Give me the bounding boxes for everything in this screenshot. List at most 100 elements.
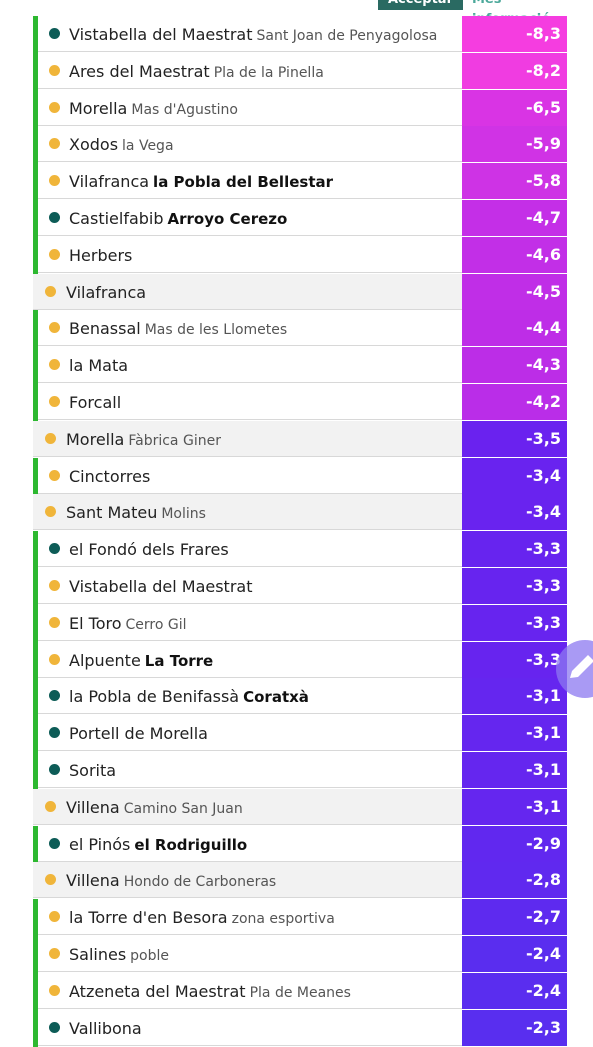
- station-name: Portell de Morella: [69, 724, 208, 744]
- temperature: -3,3: [462, 531, 567, 568]
- station-label: la Pobla de Benifassà Coratxà: [69, 678, 461, 714]
- station-label: Morella Mas d'Agustino: [69, 90, 461, 126]
- station-label: Vistabella del Maestrat: [69, 568, 461, 604]
- table-row: Salines poble -2,4: [33, 936, 567, 973]
- table-row: el Fondó dels Frares -3,3: [33, 531, 567, 569]
- station-label: Alpuente La Torre: [69, 642, 461, 678]
- station-label: Ares del Maestrat Pla de la Pinella: [69, 53, 461, 89]
- station-label: Morella Fàbrica Giner: [66, 421, 458, 457]
- station-name: Vilafranca: [69, 172, 150, 192]
- station-sub: Molins: [161, 506, 206, 523]
- station-label: Castielfabib Arroyo Cerezo: [69, 200, 461, 236]
- table-row: la Mata -4,3: [33, 347, 567, 385]
- station-name: Benassal: [69, 319, 141, 339]
- station-marker: [49, 616, 60, 628]
- temperature: -5,9: [462, 126, 567, 163]
- temperature: -2,8: [462, 862, 567, 899]
- station-label: Vallibona: [69, 1010, 461, 1046]
- station-flag: [33, 972, 38, 1010]
- station-flag: [33, 163, 38, 201]
- table-row: Alpuente La Torre -3,3: [33, 641, 567, 679]
- station-marker: [49, 28, 60, 39]
- station-sub: Sant Joan de Penyagolosa: [256, 28, 438, 44]
- temperature: -4,6: [462, 236, 567, 273]
- station-name: el Fondó dels Frares: [69, 540, 229, 560]
- table-row: Portell de Morella -3,1: [33, 715, 567, 753]
- station-sub: Pla de Meanes: [249, 984, 351, 1001]
- accept-button[interactable]: Acceptar: [378, 0, 463, 10]
- table-row: Morella Fàbrica Giner -3,5: [33, 420, 567, 457]
- station-label: Forcall: [69, 384, 461, 420]
- station-name: el Pinós: [69, 834, 131, 854]
- station-marker: [49, 764, 60, 775]
- station-flag: [33, 825, 38, 863]
- temperature: -4,5: [462, 273, 567, 310]
- station-sub: la Vega: [122, 138, 174, 155]
- station-label: Herbers: [69, 237, 461, 273]
- station-flag: [33, 457, 38, 495]
- station-flag: [33, 936, 38, 973]
- station-sub: Fàbrica Giner: [128, 432, 221, 449]
- station-marker: [49, 248, 60, 260]
- cookie-bar: AcceptarMés informació: [0, 0, 593, 27]
- temperature: -4,7: [462, 200, 567, 236]
- temperature: -3,1: [462, 788, 567, 825]
- station-marker: [49, 837, 60, 849]
- table-row: Sorita -3,1: [33, 752, 567, 789]
- station-sub: la Pobla del Bellestar: [153, 173, 334, 192]
- table-row: Sant Mateu Molins -3,4: [33, 494, 567, 531]
- edit-icon: [570, 655, 593, 678]
- station-flag: [33, 236, 38, 274]
- station-marker: [49, 580, 60, 591]
- station-flag: [33, 568, 38, 605]
- table-row: Forcall -4,2: [33, 384, 567, 421]
- station-name: Vistabella del Maestrat: [69, 25, 253, 44]
- station-label: Salines poble: [69, 936, 461, 972]
- station-flag: [33, 531, 38, 569]
- temperature: -3,5: [462, 420, 567, 457]
- station-sub: Mas de les Llometes: [144, 322, 288, 339]
- station-marker: [49, 727, 60, 739]
- edit-button[interactable]: [556, 640, 593, 698]
- station-label: Vilafranca: [66, 274, 458, 310]
- station-marker: [49, 653, 60, 665]
- table-row: Villena Hondo de Carboneras -2,8: [33, 862, 567, 899]
- temperature: -3,4: [462, 457, 567, 494]
- station-label: Sorita: [69, 752, 461, 788]
- station-flag: [33, 384, 38, 421]
- station-name: Cinctorres: [69, 466, 151, 486]
- station-label: el Pinós el Rodriguillo: [69, 826, 461, 862]
- table-row: El Toro Cerro Gil -3,3: [33, 604, 567, 642]
- station-label: Sant Mateu Molins: [66, 494, 458, 530]
- temperature: -3,3: [462, 604, 567, 641]
- temperature: -2,4: [462, 972, 567, 1009]
- station-sub: zona esportiva: [231, 911, 335, 928]
- station-name: la Mata: [69, 356, 129, 376]
- station-sub: Mas d'Agustino: [131, 101, 238, 118]
- temperature: -6,5: [462, 89, 567, 126]
- station-marker: [49, 948, 60, 959]
- table-row: Ares del Maestrat Pla de la Pinella -8,2: [33, 52, 567, 90]
- station-name: Morella: [66, 429, 125, 449]
- station-flag: [33, 16, 38, 53]
- more-info-button[interactable]: Més informació: [462, 0, 593, 27]
- station-sub: Cerro Gil: [125, 616, 187, 633]
- temperature: -3,4: [462, 494, 567, 531]
- station-name: Xodos: [69, 135, 119, 155]
- station-marker: [49, 175, 60, 187]
- station-marker: [49, 359, 60, 371]
- station-name: Villena: [66, 797, 120, 817]
- station-sub: poble: [130, 948, 170, 964]
- station-label: El Toro Cerro Gil: [69, 605, 461, 641]
- station-name: la Torre d'en Besora: [69, 908, 228, 928]
- temperature: -4,2: [462, 384, 567, 420]
- station-name: Ares del Maestrat: [69, 61, 210, 81]
- station-flag: [33, 752, 38, 789]
- station-flag: [33, 641, 38, 679]
- station-marker: [49, 396, 60, 407]
- station-name: Vistabella del Maestrat: [69, 577, 253, 596]
- temperature: -2,9: [462, 825, 567, 862]
- station-label: Vilafranca la Pobla del Bellestar: [69, 163, 461, 199]
- station-name: Alpuente: [69, 650, 141, 670]
- station-name: Sorita: [69, 761, 117, 780]
